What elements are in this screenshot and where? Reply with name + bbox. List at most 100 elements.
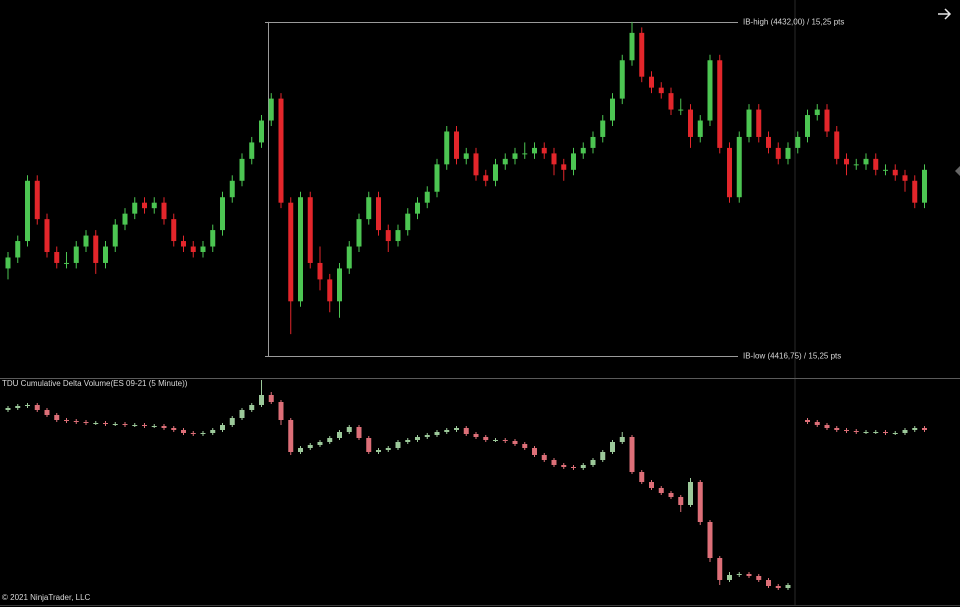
candle-body: [610, 442, 615, 452]
candle-body: [922, 169, 927, 203]
candle-body: [356, 427, 362, 438]
candle-body: [668, 93, 674, 110]
candle-body: [541, 455, 547, 460]
candle-body: [600, 120, 606, 137]
candle-body: [502, 440, 508, 441]
candle-body: [493, 440, 498, 441]
candle-body: [688, 482, 693, 505]
candle-body: [161, 426, 167, 428]
candle-body: [824, 425, 830, 428]
candle-body: [54, 415, 60, 420]
candle-body: [775, 147, 781, 159]
candle-body: [834, 131, 840, 159]
candle-body: [688, 109, 693, 137]
candle-body: [298, 448, 303, 452]
candle-body: [883, 432, 888, 433]
candle-body: [190, 433, 196, 434]
candle-body: [93, 423, 99, 424]
candle-body: [473, 434, 479, 437]
candle-body: [376, 197, 381, 231]
candle-body: [902, 175, 908, 181]
candle-body: [327, 279, 333, 302]
candle-body: [892, 169, 898, 176]
candle-body: [649, 482, 654, 488]
candle-body: [73, 246, 79, 263]
candle-body: [112, 424, 118, 425]
candle-body: [229, 418, 235, 425]
price-marker: [955, 166, 960, 176]
candle-body: [805, 420, 810, 422]
candle-body: [229, 180, 235, 198]
candle-body: [629, 32, 635, 61]
candle-body: [454, 131, 459, 159]
candle-body: [405, 213, 411, 231]
candle-body: [912, 428, 918, 430]
candle-body: [707, 60, 713, 121]
candle-body: [356, 219, 362, 247]
candle-body: [736, 574, 742, 575]
candle-body: [756, 109, 762, 137]
candle-body: [844, 158, 849, 165]
candle-body: [15, 241, 21, 258]
candle-body: [278, 98, 284, 203]
candle-body: [853, 164, 859, 166]
candle-body: [785, 585, 791, 588]
candle-body: [161, 202, 167, 220]
candle-body: [171, 219, 177, 242]
candle-body: [93, 235, 99, 263]
candle-body: [902, 430, 908, 433]
candle-body: [649, 76, 654, 88]
candle-body: [532, 448, 537, 455]
candle-body: [444, 131, 450, 165]
candle-body: [327, 438, 333, 442]
candle-body: [385, 448, 391, 450]
candle-body: [239, 410, 245, 418]
candle-body: [317, 262, 323, 280]
navigate-arrow[interactable]: [938, 8, 952, 20]
candle-body: [502, 158, 508, 165]
candle-body: [697, 120, 703, 137]
candle-body: [873, 432, 879, 433]
ib-level-label: IB-low (4416,75) / 15,25 pts: [743, 352, 841, 361]
candle-body: [571, 467, 576, 468]
candle-body: [853, 431, 859, 432]
candle-body: [522, 444, 528, 448]
candle-body: [142, 425, 147, 426]
candle-body: [220, 197, 225, 231]
candle-body: [639, 32, 645, 77]
candle-body: [922, 428, 927, 430]
candle-body: [892, 433, 898, 434]
candle-body: [317, 442, 323, 445]
candle-body: [259, 120, 264, 143]
candle-body: [824, 109, 830, 132]
candle-body: [122, 424, 128, 425]
candle-body: [151, 426, 157, 427]
candle-body: [142, 202, 147, 209]
candle-body: [210, 230, 216, 247]
candle-body: [883, 169, 888, 171]
candle-body: [122, 213, 128, 225]
candle-body: [678, 497, 684, 505]
candle-body: [532, 147, 537, 154]
candle-body: [190, 246, 196, 252]
candle-body: [434, 164, 440, 192]
candle-body: [629, 437, 635, 472]
candle-body: [64, 420, 69, 421]
candle-body: [307, 445, 313, 448]
candle-body: [454, 428, 459, 430]
candle-body: [493, 164, 498, 181]
candle-body: [249, 405, 255, 410]
candle-body: [385, 230, 391, 242]
candle-body: [766, 580, 771, 586]
candle-body: [64, 262, 69, 264]
candle-body: [83, 422, 89, 423]
candle-body: [83, 235, 89, 247]
candle-body: [678, 109, 684, 111]
candle-body: [805, 115, 810, 137]
candle-body: [736, 136, 742, 198]
candle-body: [697, 482, 703, 522]
candle-body: [717, 558, 723, 580]
candle-body: [717, 60, 723, 148]
candle-body: [746, 109, 752, 137]
candle-body: [34, 180, 40, 220]
